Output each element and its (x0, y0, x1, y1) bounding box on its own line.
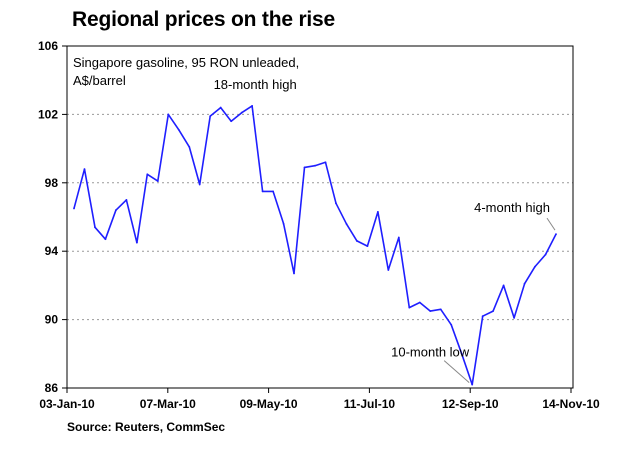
chart-subtitle-line-2: A$/barrel (73, 73, 126, 88)
data-point (293, 272, 295, 275)
x-tick-label: 11-Jul-10 (344, 397, 396, 411)
data-point (219, 106, 222, 109)
data-point (492, 310, 495, 312)
data-point (177, 128, 180, 131)
data-point (408, 306, 411, 309)
data-point (282, 222, 285, 225)
data-point (555, 233, 557, 236)
x-tick-label: 07-Mar-10 (140, 397, 196, 411)
data-point (156, 180, 159, 182)
data-point (376, 210, 379, 213)
data-point (188, 145, 191, 148)
data-point (83, 168, 86, 171)
y-axis: 86 90 94 98 102 106 (38, 39, 67, 395)
x-axis: 03-Jan-10 07-Mar-10 09-May-10 11-Jul-10 12-S… (39, 388, 600, 411)
data-point (272, 190, 274, 193)
data-point (418, 301, 421, 304)
y-tick-label: 94 (45, 244, 59, 258)
data-point (460, 352, 463, 355)
y-tick-label: 106 (38, 39, 58, 53)
data-point (439, 308, 442, 311)
data-point (513, 316, 515, 319)
x-tick-label: 03-Jan-10 (39, 397, 95, 411)
data-point (335, 202, 337, 205)
y-tick-label: 102 (38, 107, 58, 121)
data-point (240, 111, 243, 114)
y-tick-label: 98 (45, 176, 59, 190)
data-point (261, 190, 264, 193)
x-tick-label: 14-Nov-10 (542, 397, 600, 411)
data-point (324, 161, 327, 164)
annotation-label: 10-month low (391, 345, 470, 360)
data-point (146, 173, 149, 176)
annotation-label: 4-month high (474, 200, 550, 215)
data-point (356, 240, 358, 242)
data-point (314, 164, 316, 167)
data-point (450, 323, 453, 326)
data-point (198, 183, 201, 186)
data-point (135, 241, 138, 244)
data-point (523, 282, 526, 285)
y-tick-label: 86 (45, 381, 59, 395)
data-point (73, 207, 75, 210)
x-tick-label: 09-May-10 (240, 397, 298, 411)
data-point (544, 253, 547, 256)
chart-subtitle-line-1: Singapore gasoline, 95 RON unleaded, (73, 55, 299, 70)
plot-area (66, 45, 574, 389)
data-point (251, 104, 254, 107)
annotation-callout-line (443, 360, 470, 383)
data-point (502, 284, 505, 287)
y-tick-label: 90 (45, 313, 59, 327)
data-point (167, 113, 170, 116)
source-note: Source: Reuters, CommSec (67, 420, 226, 434)
data-point (429, 310, 432, 312)
data-point (366, 245, 369, 247)
data-point (387, 269, 390, 271)
annotation-label: 18-month high (214, 77, 297, 92)
data-point (209, 115, 212, 118)
annotations: 18-month high 4-month high 10-month low (214, 77, 556, 383)
data-point (230, 120, 233, 123)
data-point (94, 226, 96, 229)
data-point (115, 209, 117, 212)
series (73, 104, 557, 386)
annotation-callout-line (546, 217, 556, 231)
x-tick-label: 12-Sep-10 (442, 397, 499, 411)
data-point (345, 222, 348, 225)
data-point (397, 236, 400, 239)
chart-title: Regional prices on the rise (72, 8, 336, 31)
data-point (303, 166, 306, 169)
data-point (471, 383, 474, 386)
series-line (73, 105, 557, 386)
gridlines (67, 113, 573, 321)
data-point (104, 238, 107, 241)
data-point (534, 265, 536, 268)
data-point (481, 315, 484, 318)
data-point (125, 199, 128, 201)
